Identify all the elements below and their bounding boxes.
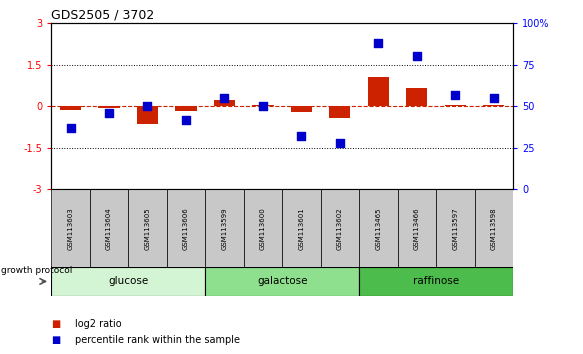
Text: glucose: glucose xyxy=(108,276,149,286)
Bar xyxy=(205,267,359,296)
Point xyxy=(451,92,460,97)
Point xyxy=(220,95,229,101)
Text: raffinose: raffinose xyxy=(413,276,459,286)
Bar xyxy=(167,189,205,267)
Bar xyxy=(128,189,167,267)
Bar xyxy=(406,88,427,106)
Text: log2 ratio: log2 ratio xyxy=(75,319,121,329)
Bar xyxy=(205,189,244,267)
Bar xyxy=(175,106,196,111)
Bar xyxy=(321,189,359,267)
Text: GSM113605: GSM113605 xyxy=(145,207,150,250)
Point xyxy=(181,117,191,122)
Bar xyxy=(368,77,389,106)
Bar xyxy=(475,189,513,267)
Text: growth protocol: growth protocol xyxy=(1,266,72,275)
Text: GSM113599: GSM113599 xyxy=(222,207,227,250)
Text: galactose: galactose xyxy=(257,276,307,286)
Point xyxy=(374,40,383,46)
Text: GSM113604: GSM113604 xyxy=(106,207,112,250)
Text: ■: ■ xyxy=(51,319,61,329)
Point xyxy=(104,110,114,116)
Point xyxy=(489,95,498,101)
Text: GDS2505 / 3702: GDS2505 / 3702 xyxy=(51,9,154,22)
Text: GSM113597: GSM113597 xyxy=(452,207,458,250)
Bar xyxy=(359,267,513,296)
Text: ■: ■ xyxy=(51,335,61,345)
Point xyxy=(143,103,152,109)
Text: GSM113600: GSM113600 xyxy=(260,207,266,250)
Text: GSM113598: GSM113598 xyxy=(491,207,497,250)
Bar xyxy=(436,189,475,267)
Bar xyxy=(51,267,205,296)
Bar xyxy=(214,100,235,106)
Bar xyxy=(51,189,90,267)
Point xyxy=(335,140,345,145)
Bar xyxy=(252,104,273,106)
Bar xyxy=(90,189,128,267)
Text: GSM113601: GSM113601 xyxy=(298,207,304,250)
Bar xyxy=(445,105,466,106)
Text: GSM113466: GSM113466 xyxy=(414,207,420,250)
Point xyxy=(412,53,422,59)
Point xyxy=(258,103,268,109)
Text: GSM113602: GSM113602 xyxy=(337,207,343,250)
Bar xyxy=(483,104,504,106)
Point xyxy=(297,133,306,139)
Bar xyxy=(398,189,436,267)
Bar xyxy=(282,189,321,267)
Text: GSM113603: GSM113603 xyxy=(68,207,73,250)
Bar xyxy=(329,106,350,118)
Bar xyxy=(60,106,81,109)
Bar xyxy=(137,106,158,124)
Text: percentile rank within the sample: percentile rank within the sample xyxy=(75,335,240,345)
Bar xyxy=(359,189,398,267)
Text: GSM113465: GSM113465 xyxy=(375,207,381,250)
Bar xyxy=(99,106,120,108)
Bar xyxy=(291,106,312,112)
Text: GSM113606: GSM113606 xyxy=(183,207,189,250)
Point xyxy=(66,125,75,131)
Bar xyxy=(244,189,282,267)
